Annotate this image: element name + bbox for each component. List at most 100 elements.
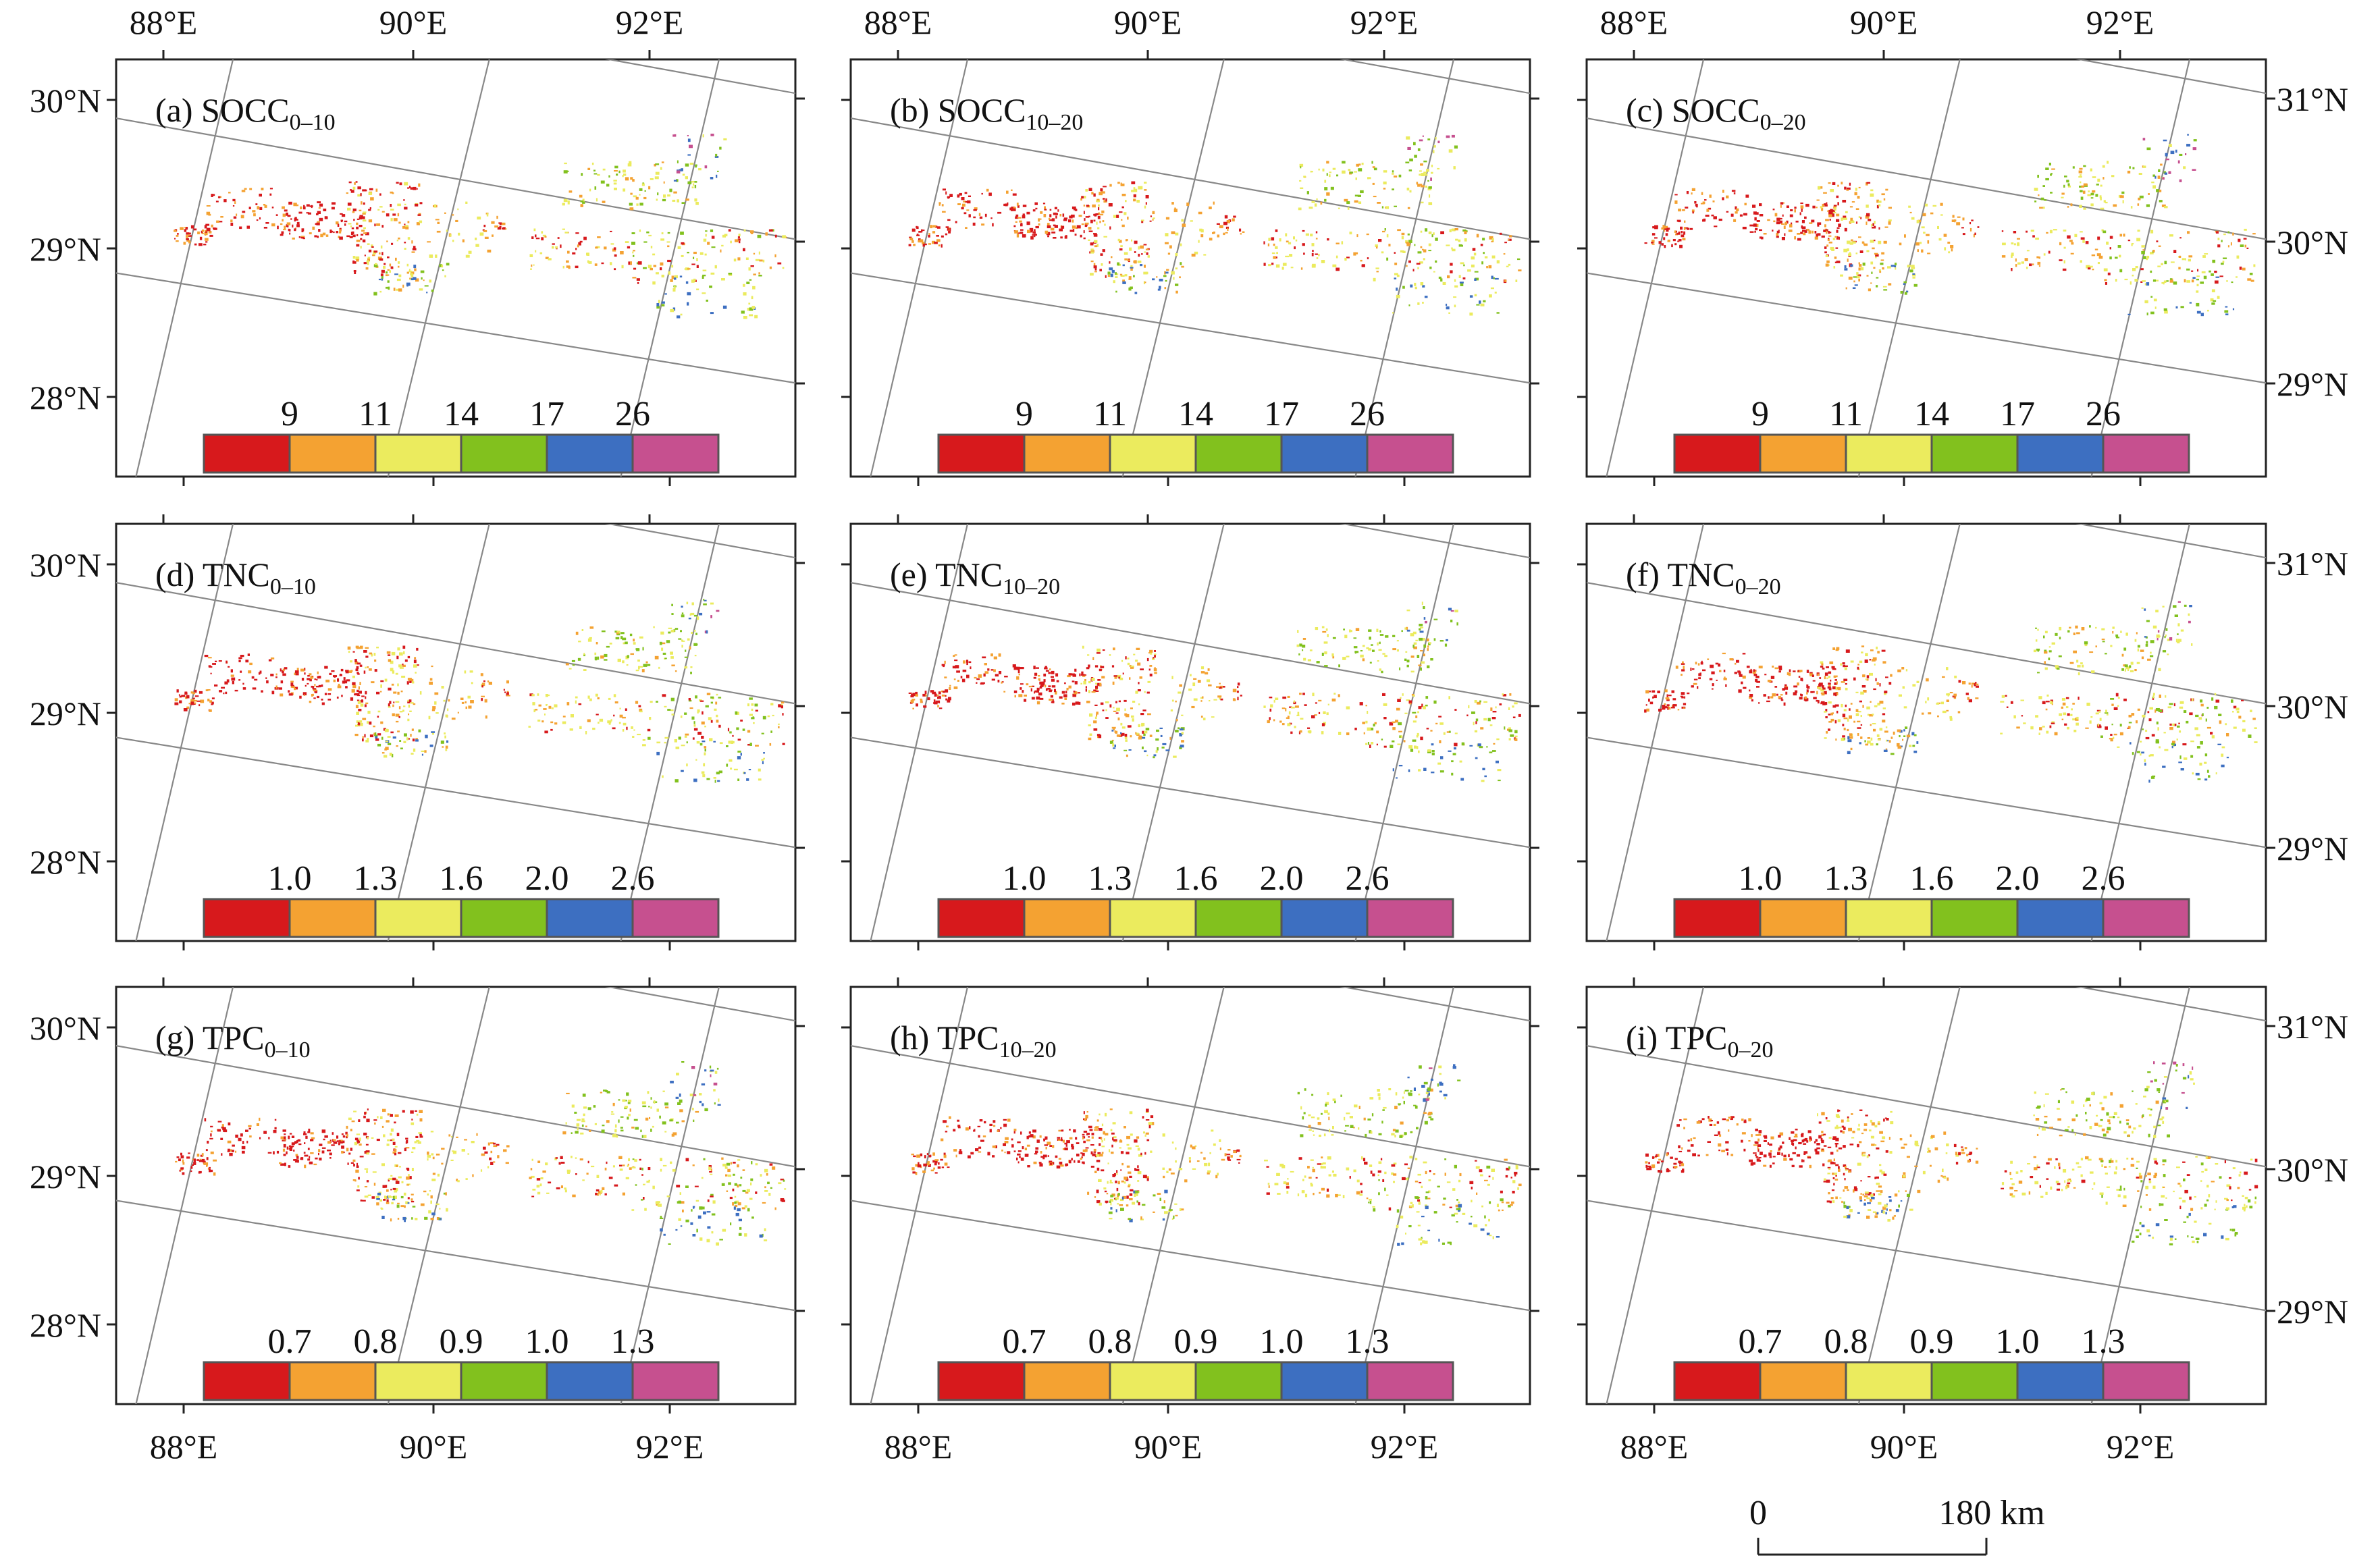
latitude-line xyxy=(851,736,1530,849)
right-latitude-label: 29°N xyxy=(2277,830,2348,867)
latitude-line xyxy=(851,272,1530,384)
panel-title-subscript: 0–20 xyxy=(1728,1038,1774,1063)
map-panel-g: (g) TPC0–10 0.7 0.8 0.9 1.0 1.3 xyxy=(107,977,805,1414)
longitude-line xyxy=(1354,59,1455,477)
longitude-line xyxy=(1606,59,1705,477)
legend-break-label: 14 xyxy=(1914,395,1949,433)
legend-break-label: 1.3 xyxy=(611,1322,655,1361)
latitude-line xyxy=(116,272,795,384)
longitude-line xyxy=(1121,987,1225,1404)
panel-title: (c) SOCC0–20 xyxy=(1626,91,1806,135)
left-latitude-label: 29°N xyxy=(30,695,101,732)
legend-bin-4 xyxy=(460,433,548,474)
legend-break-label: 11 xyxy=(359,395,392,433)
panel-title-subscript: 0–20 xyxy=(1760,110,1806,135)
longitude-line xyxy=(135,524,234,941)
longitude-line xyxy=(1857,524,1961,941)
latitude-line xyxy=(604,524,795,559)
map-frame xyxy=(849,986,1531,1405)
legend-break-label: 1.0 xyxy=(1996,1322,2040,1361)
map-panel-c: (c) SOCC0–20 9 11 14 17 26 xyxy=(1577,50,2275,486)
legend-break-label: 26 xyxy=(1350,395,1385,433)
latitude-line xyxy=(1339,987,1530,1022)
latitude-line xyxy=(1339,59,1530,95)
legend-bin-1 xyxy=(937,433,1026,474)
legend: 9 11 14 17 26 xyxy=(203,395,720,474)
mapped-pixels xyxy=(908,601,1521,782)
top-longitude-label: 88°E xyxy=(864,3,932,41)
panel-title-subscript: 0–10 xyxy=(290,110,336,135)
legend-break-label: 17 xyxy=(2000,395,2035,433)
right-latitude-label: 31°N xyxy=(2277,545,2348,583)
longitude-line xyxy=(1606,987,1705,1404)
longitude-line xyxy=(135,59,234,477)
legend-bin-4 xyxy=(1930,433,2019,474)
legend-bin-5 xyxy=(546,898,634,938)
legend-break-label: 1.0 xyxy=(1260,1322,1304,1361)
graticule-labels: 88°E 90°E 92°E 88°E 90°E 92°E 88°E 90°E 92°E 88°E… xyxy=(30,3,2348,1465)
legend-bin-4 xyxy=(1194,433,1283,474)
frame-ticks xyxy=(1577,977,2275,1414)
panel-title-prefix: (f) TNC xyxy=(1626,556,1735,593)
panel-title: (d) TNC0–10 xyxy=(155,556,316,599)
legend-break-label: 1.0 xyxy=(1003,859,1047,898)
map-panel-a: (a) SOCC0–10 9 11 14 17 26 xyxy=(107,50,805,486)
legend-bin-3 xyxy=(1109,1361,1197,1401)
left-latitude-label: 30°N xyxy=(30,82,101,119)
legend-bin-3 xyxy=(1109,898,1197,938)
legend-break-label: 1.6 xyxy=(440,859,483,898)
panel-title-prefix: (e) TNC xyxy=(890,556,1003,593)
left-latitude-label: 30°N xyxy=(30,1009,101,1047)
frame-ticks xyxy=(1577,50,2275,486)
legend-bin-4 xyxy=(460,1361,548,1401)
legend-break-label: 2.0 xyxy=(1996,859,2040,898)
panel-title-subscript: 0–20 xyxy=(1735,574,1781,599)
legend-break-label: 2.6 xyxy=(2082,859,2125,898)
top-longitude-label: 92°E xyxy=(616,3,684,41)
legend-break-label: 0.7 xyxy=(268,1322,312,1361)
mapped-pixels xyxy=(174,134,787,319)
legend-bin-2 xyxy=(288,433,377,474)
longitude-line xyxy=(870,987,969,1404)
top-longitude-label: 92°E xyxy=(2086,3,2154,41)
legend-break-label: 14 xyxy=(444,395,479,433)
legend-bin-3 xyxy=(374,433,462,474)
left-latitude-label: 29°N xyxy=(30,230,101,268)
map-panel-i: (i) TPC0–20 0.7 0.8 0.9 1.0 1.3 xyxy=(1577,977,2275,1414)
legend-break-label: 0.9 xyxy=(440,1322,483,1361)
map-frame xyxy=(1585,58,2267,478)
longitude-line xyxy=(2090,524,2191,941)
legend-bin-6 xyxy=(631,898,720,938)
legend-bin-5 xyxy=(1280,898,1369,938)
legend-bin-1 xyxy=(1673,433,1762,474)
legend-bin-6 xyxy=(2102,898,2190,938)
longitude-line xyxy=(870,524,969,941)
panel-title-subscript: 10–20 xyxy=(999,1038,1057,1063)
longitude-line xyxy=(2090,987,2191,1404)
legend-bin-5 xyxy=(1280,433,1369,474)
longitude-line xyxy=(620,524,720,941)
frame-ticks xyxy=(107,977,805,1414)
bottom-longitude-label: 88°E xyxy=(1620,1428,1689,1465)
legend: 0.7 0.8 0.9 1.0 1.3 xyxy=(203,1322,720,1401)
legend: 1.0 1.3 1.6 2.0 2.6 xyxy=(1673,859,2190,938)
map-frame xyxy=(115,58,797,478)
legend-break-label: 9 xyxy=(281,395,298,433)
legend: 9 11 14 17 26 xyxy=(937,395,1454,474)
legend-bin-2 xyxy=(1023,433,1111,474)
map-frame xyxy=(849,58,1531,478)
legend-break-label: 2.0 xyxy=(1260,859,1304,898)
frame-ticks xyxy=(107,514,805,950)
mapped-pixels xyxy=(1644,601,2258,783)
mapped-pixels xyxy=(911,1064,1522,1246)
longitude-line xyxy=(387,59,490,477)
map-frame xyxy=(115,986,797,1405)
left-latitude-label: 28°N xyxy=(30,1306,101,1344)
legend-bin-2 xyxy=(288,1361,377,1401)
legend-bin-1 xyxy=(937,1361,1026,1401)
bottom-longitude-label: 88°E xyxy=(884,1428,953,1465)
legend-bin-3 xyxy=(1845,433,1933,474)
longitude-line xyxy=(2090,59,2191,477)
top-longitude-label: 90°E xyxy=(379,3,448,41)
